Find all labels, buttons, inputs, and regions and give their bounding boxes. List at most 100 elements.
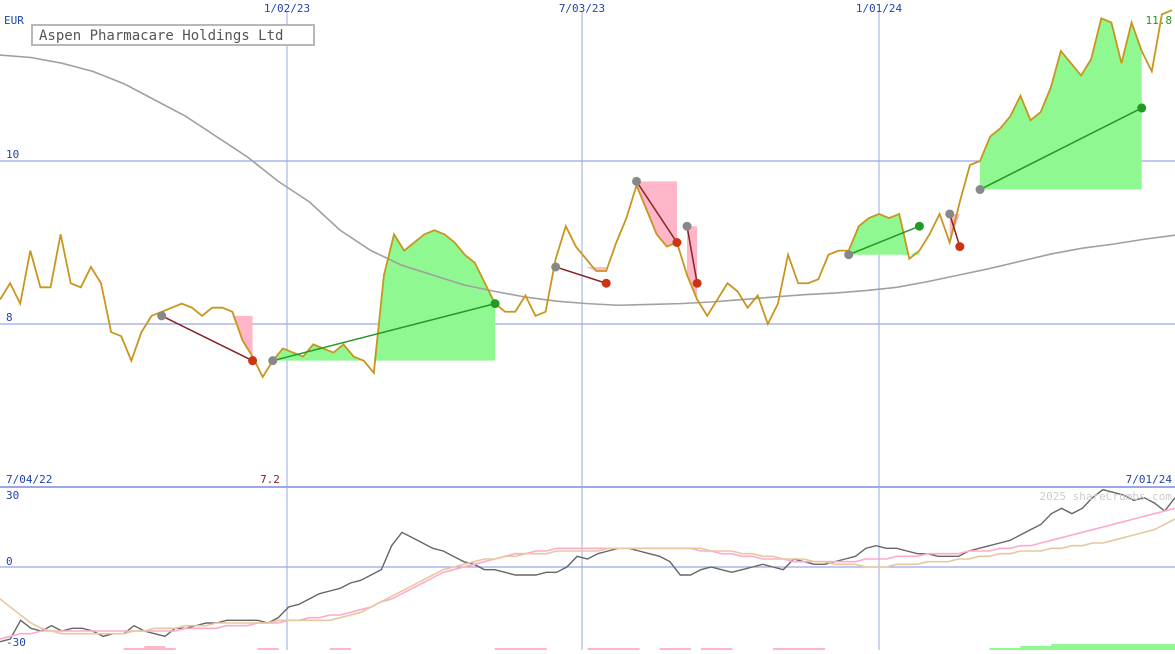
histogram-bar	[1030, 646, 1042, 650]
gain-area	[980, 18, 1142, 190]
histogram-bar	[525, 648, 537, 650]
trade-line	[979, 107, 1143, 191]
histogram-bar	[669, 648, 681, 650]
osc-tick-label: 30	[6, 489, 19, 502]
trade-line	[635, 180, 678, 243]
sma-line	[0, 54, 1175, 307]
osc-tick-label: -30	[6, 636, 26, 649]
histogram-bar	[1010, 648, 1021, 650]
oscillator-signal-line	[0, 507, 1175, 640]
histogram-bar	[711, 648, 722, 650]
high-price-label: 11.8	[1146, 14, 1173, 27]
low-price-label: 7.2	[260, 473, 280, 486]
histogram-bar	[1113, 644, 1124, 650]
chart-title: Aspen Pharmacare Holdings Ltd	[39, 28, 284, 44]
histogram-bar	[628, 648, 640, 650]
histogram-bar	[257, 648, 269, 650]
histogram-bar	[999, 648, 1011, 650]
histogram-bar	[1102, 644, 1114, 650]
histogram-bar	[144, 646, 156, 650]
histogram-bar	[1071, 644, 1083, 650]
histogram-bar	[1164, 644, 1175, 650]
gain-area	[272, 230, 496, 361]
histogram-bar	[340, 648, 351, 650]
trade-exit-marker	[490, 299, 500, 309]
trade-line	[686, 226, 698, 284]
histogram-bar	[164, 648, 176, 650]
trade-entry-marker	[945, 209, 955, 219]
trade-entry-marker	[157, 311, 167, 321]
trade-exit-marker	[672, 238, 682, 247]
histogram-bar	[535, 648, 547, 650]
x-tick-label: 7/03/23	[559, 2, 605, 15]
histogram-bar	[154, 646, 166, 650]
trade-entry-marker	[682, 221, 692, 231]
histogram-bar	[329, 648, 341, 650]
histogram-bar	[1041, 646, 1052, 650]
x-tick-label: 1/02/23	[264, 2, 310, 15]
histogram-bar	[680, 648, 692, 650]
histogram-bar	[1133, 644, 1145, 650]
histogram-bar	[1092, 644, 1104, 650]
loss-area	[555, 266, 607, 284]
trade-exit-marker	[692, 278, 702, 288]
trade-line	[949, 213, 961, 247]
histogram-bar	[721, 648, 733, 650]
y-tick-label: 8	[6, 311, 13, 324]
histogram-bar	[1051, 644, 1063, 650]
trade-entry-marker	[632, 176, 642, 186]
histogram-bar	[494, 648, 506, 650]
histogram-bar	[267, 648, 279, 650]
end-date-label: 7/01/24	[1126, 473, 1173, 486]
trade-entry-marker	[551, 262, 561, 272]
price-line	[0, 9, 1173, 379]
oscillator-line	[0, 488, 1175, 643]
gain-area	[848, 213, 920, 255]
trade-exit-marker	[955, 242, 965, 252]
histogram-bar	[123, 648, 135, 650]
histogram-bar	[814, 648, 826, 650]
histogram-bar	[989, 648, 1001, 650]
title-box: Aspen Pharmacare Holdings Ltd	[31, 24, 315, 46]
histogram-bar	[505, 648, 516, 650]
histogram-bar	[793, 648, 805, 650]
oscillator-slow-line	[0, 518, 1175, 635]
trade-entry-marker	[975, 185, 985, 195]
histogram-bar	[783, 648, 795, 650]
osc-tick-label: 0	[6, 555, 13, 568]
histogram-bar	[618, 648, 630, 650]
trade-line	[848, 225, 920, 256]
trade-entry-marker	[844, 250, 854, 260]
currency-label: EUR	[4, 14, 24, 27]
histogram-bar	[1154, 644, 1166, 650]
histogram-bar	[1061, 644, 1073, 650]
trade-entry-marker	[268, 356, 278, 366]
trade-exit-marker	[1137, 103, 1147, 113]
histogram-bar	[803, 648, 815, 650]
start-date-label: 7/04/22	[6, 473, 52, 486]
histogram-bar	[515, 648, 527, 650]
histogram-bar	[608, 648, 619, 650]
trade-exit-marker	[914, 221, 924, 231]
histogram-bar	[587, 648, 599, 650]
histogram-bar	[133, 648, 145, 650]
loss-area	[161, 315, 253, 361]
histogram-bar	[1144, 644, 1155, 650]
y-tick-label: 10	[6, 148, 19, 161]
histogram-bar	[700, 648, 712, 650]
histogram-bar	[773, 648, 784, 650]
watermark: 2025 shareCrumbs.com	[1040, 490, 1173, 503]
x-tick-label: 1/01/24	[856, 2, 903, 15]
histogram-bar	[1020, 646, 1032, 650]
histogram-bar	[659, 648, 671, 650]
histogram-bar	[597, 648, 609, 650]
trade-exit-marker	[601, 278, 611, 288]
histogram-bar	[1082, 644, 1094, 650]
histogram-bar	[1123, 644, 1135, 650]
trade-line	[272, 302, 496, 362]
trade-exit-marker	[248, 356, 258, 366]
trade-line	[161, 315, 253, 362]
trade-line	[555, 266, 607, 284]
